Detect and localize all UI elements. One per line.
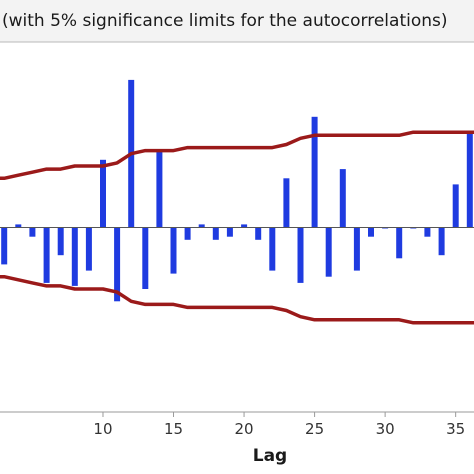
acf-bar-lag-21	[255, 227, 262, 240]
x-tick-label-20: 20	[235, 420, 254, 438]
lower-significance-limit-line	[0, 274, 474, 325]
acf-bar-lag-18	[212, 227, 219, 240]
acf-bar-lag-22	[269, 227, 276, 271]
acf-bar-lag-4	[15, 224, 22, 228]
acf-bar-lag-24	[297, 227, 304, 283]
acf-bar-lag-7	[57, 227, 64, 256]
acf-bar-lag-36	[466, 132, 473, 228]
acf-bar-lag-19	[226, 227, 233, 237]
x-tick-label-35: 35	[446, 420, 465, 438]
acf-bar-lag-29	[368, 227, 374, 237]
acf-bar-lag-27	[339, 169, 346, 228]
acf-bar-lag-11	[114, 227, 121, 302]
acf-bar-lag-10	[100, 159, 106, 228]
acf-bar-lag-16	[184, 227, 191, 240]
acf-bar-lag-35	[452, 184, 459, 228]
x-tick-label-25: 25	[305, 420, 324, 438]
x-tick-label-15: 15	[164, 420, 183, 438]
x-axis-ticks: 10 15 20 25 30 35	[93, 412, 465, 438]
acf-bar-lag-6	[43, 227, 50, 283]
x-tick-label-30: 30	[376, 420, 395, 438]
acf-bar-lag-15	[170, 227, 177, 274]
chart-subtitle: (with 5% significance limits for the aut…	[2, 11, 448, 31]
acf-bar-lag-17	[198, 224, 205, 228]
acf-bar-lag-20	[241, 224, 248, 228]
acf-bar-lag-25	[311, 116, 318, 228]
header-band	[0, 0, 474, 42]
x-tick-label-10: 10	[93, 420, 112, 438]
acf-bar-lag-23	[283, 178, 290, 228]
upper-significance-limit-line	[0, 130, 474, 181]
acf-bar-lag-34	[438, 227, 445, 256]
acf-bar-lag-3	[1, 227, 8, 265]
acf-bar-lag-33	[424, 227, 431, 237]
acf-bar-lag-13	[142, 227, 149, 289]
acf-bar-lag-5	[29, 227, 36, 237]
acf-bar-lag-28	[353, 227, 360, 271]
acf-bar-lag-9	[85, 227, 92, 271]
acf-bar-lag-8	[71, 227, 78, 286]
x-axis-label: Lag	[253, 446, 287, 466]
acf-bar-lag-26	[325, 227, 332, 277]
acf-bar-lag-14	[156, 150, 163, 228]
acf-bar-lag-31	[396, 227, 403, 259]
